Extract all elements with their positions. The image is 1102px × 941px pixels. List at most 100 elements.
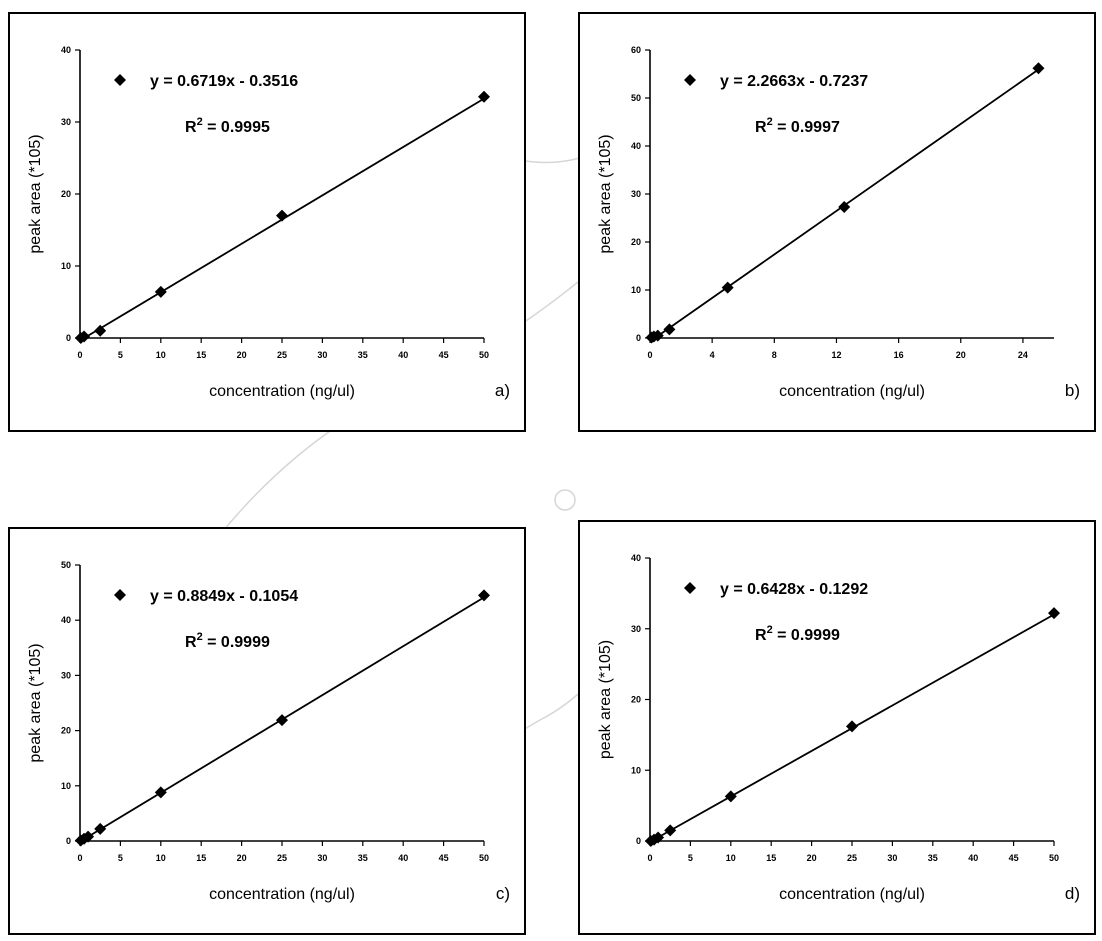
chart-0-x-tick-label-6: 30 <box>317 350 327 360</box>
chart-1-r-squared-value: = 0.9997 <box>773 119 840 136</box>
chart-2-x-tick-label-7: 35 <box>358 853 368 863</box>
chart-panel-d: 0 10 20 30 40 0 5 10 15 20 25 30 35 40 45 50 y = 0.6428x… <box>578 520 1096 935</box>
chart-1-r-squared: R2 = 0.9997 <box>755 116 840 136</box>
chart-1-point-5 <box>838 200 851 213</box>
chart-3-y-tick-label-1: 10 <box>631 765 641 775</box>
chart-3-x-tick-label-2: 10 <box>726 853 736 863</box>
chart-1-x-tick-label-0: 0 <box>647 350 652 360</box>
chart-3-r-squared-exponent: 2 <box>767 624 773 636</box>
chart-1-y-tick-label-5: 50 <box>631 93 641 103</box>
chart-1-point-2 <box>651 329 664 342</box>
chart-0-r-squared: R2 = 0.9995 <box>185 116 270 136</box>
chart-0-equation: y = 0.6719x - 0.3516 <box>150 73 298 90</box>
chart-1-x-tick-label-1: 4 <box>710 350 715 360</box>
chart-3-x-tick-label-10: 50 <box>1049 853 1059 863</box>
chart-2-point-4 <box>154 786 167 799</box>
chart-3-legend-marker <box>684 582 696 594</box>
chart-3-y-tick-label-0: 0 <box>636 836 641 846</box>
chart-1-point-6 <box>1032 62 1045 75</box>
chart-2-x-tick-label-10: 50 <box>479 853 489 863</box>
chart-2-x-tick-label-6: 30 <box>317 853 327 863</box>
chart-0-point-4 <box>276 209 288 222</box>
chart-3-panel-label: d) <box>1065 884 1080 903</box>
chart-3-x-tick-label-4: 20 <box>807 853 817 863</box>
chart-a: 0 10 20 30 40 0 5 10 15 20 25 30 35 40 45 50 y = 0.6719x… <box>27 45 510 400</box>
chart-3-r-squared-prefix: R <box>755 627 767 644</box>
chart-0-legend-marker <box>114 74 126 86</box>
chart-1-r-squared-exponent: 2 <box>767 116 773 128</box>
chart-1-x-axis-label: concentration (ng/ul) <box>779 383 925 400</box>
chart-0-y-tick-label-0: 0 <box>66 333 71 343</box>
chart-3-r-squared: R2 = 0.9999 <box>755 624 840 644</box>
chart-0-y-tick-label-4: 40 <box>61 45 71 55</box>
chart-2-y-tick-label-1: 10 <box>61 781 71 791</box>
chart-1-y-tick-label-6: 60 <box>631 45 641 55</box>
chart-2-legend-marker <box>114 589 126 601</box>
chart-3-x-axis-label: concentration (ng/ul) <box>779 886 925 903</box>
chart-b: 0 10 20 30 40 50 60 0 4 8 12 16 20 24 y = 2.2663x - 0.… <box>597 45 1080 400</box>
chart-1-panel-label: b) <box>1065 381 1080 400</box>
chart-3-x-tick-label-5: 25 <box>847 853 857 863</box>
chart-0-y-tick-label-2: 20 <box>61 189 71 199</box>
chart-2-x-tick-label-0: 0 <box>77 853 82 863</box>
chart-2-point-2 <box>82 830 95 843</box>
chart-1-r-squared-prefix: R <box>755 119 767 136</box>
chart-2-y-tick-label-5: 50 <box>61 560 71 570</box>
chart-3-point-6 <box>1048 607 1060 620</box>
chart-3-x-tick-label-6: 30 <box>887 853 897 863</box>
chart-3-x-tick-label-7: 35 <box>928 853 938 863</box>
chart-2-equation: y = 0.8849x - 0.1054 <box>150 588 298 605</box>
chart-1-y-axis-label: peak area (*105) <box>597 134 614 253</box>
chart-2-x-axis-label: concentration (ng/ul) <box>209 886 355 903</box>
chart-0-r-squared-value: = 0.9995 <box>203 119 270 136</box>
chart-3-point-4 <box>724 790 737 803</box>
chart-3-y-tick-label-3: 30 <box>631 624 641 634</box>
chart-2-y-axis-label: peak area (*105) <box>27 643 44 762</box>
chart-2-point-3 <box>94 822 107 835</box>
chart-1-x-tick-label-4: 16 <box>894 350 904 360</box>
chart-3-y-axis-label: peak area (*105) <box>597 640 614 759</box>
chart-2-point-6 <box>478 589 490 602</box>
chart-2-r-squared-value: = 0.9999 <box>203 634 270 651</box>
chart-2-y-tick-label-4: 40 <box>61 615 71 625</box>
chart-0-x-tick-label-10: 50 <box>479 350 489 360</box>
chart-1-x-tick-label-3: 12 <box>831 350 841 360</box>
chart-1-x-tick-label-5: 20 <box>956 350 966 360</box>
chart-3-x-tick-label-3: 15 <box>766 853 776 863</box>
chart-3-x-tick-label-8: 40 <box>968 853 978 863</box>
chart-2-r-squared: R2 = 0.9999 <box>185 631 270 651</box>
chart-0-point-5 <box>478 90 490 103</box>
chart-2-y-tick-label-3: 30 <box>61 670 71 680</box>
chart-0-r-squared-prefix: R <box>185 119 197 136</box>
chart-1-point-3 <box>663 323 676 336</box>
chart-1-y-tick-label-2: 20 <box>631 237 641 247</box>
chart-3-y-tick-label-2: 20 <box>631 695 641 705</box>
chart-0-y-axis-label: peak area (*105) <box>27 134 44 253</box>
chart-2-x-tick-label-4: 20 <box>237 853 247 863</box>
chart-1-y-tick-label-0: 0 <box>636 333 641 343</box>
chart-c: 0 10 20 30 40 50 0 5 10 15 20 25 30 35 40 45 50 y = 0.884… <box>27 560 510 903</box>
chart-0-point-3 <box>154 285 167 298</box>
chart-0-point-1 <box>78 330 91 343</box>
chart-0-y-tick-label-3: 30 <box>61 117 71 127</box>
chart-3-x-tick-label-1: 5 <box>688 853 693 863</box>
chart-0-x-tick-label-0: 0 <box>77 350 82 360</box>
chart-panel-b: 0 10 20 30 40 50 60 0 4 8 12 16 20 24 y = 2.2663x - 0.… <box>578 12 1096 432</box>
chart-0-panel-label: a) <box>495 381 510 400</box>
chart-0-point-2 <box>94 324 107 337</box>
chart-1-equation: y = 2.2663x - 0.7237 <box>720 73 868 90</box>
chart-0-x-tick-label-1: 5 <box>118 350 123 360</box>
chart-3-point-2 <box>652 831 665 844</box>
chart-0-r-squared-exponent: 2 <box>197 116 203 128</box>
chart-2-x-tick-label-3: 15 <box>196 853 206 863</box>
chart-3-point-3 <box>664 824 677 837</box>
chart-1-y-tick-label-1: 10 <box>631 285 641 295</box>
chart-0-x-tick-label-9: 45 <box>439 350 449 360</box>
chart-2-r-squared-prefix: R <box>185 634 197 651</box>
chart-2-r-squared-exponent: 2 <box>197 631 203 643</box>
chart-2-x-tick-label-2: 10 <box>156 853 166 863</box>
chart-0-x-tick-label-8: 40 <box>398 350 408 360</box>
chart-1-point-4 <box>721 281 734 294</box>
chart-0-x-tick-label-7: 35 <box>358 350 368 360</box>
chart-1-y-tick-label-3: 30 <box>631 189 641 199</box>
